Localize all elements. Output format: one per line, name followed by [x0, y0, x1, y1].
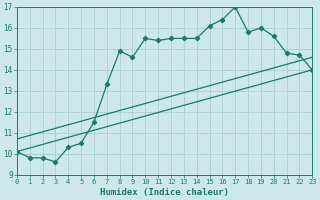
X-axis label: Humidex (Indice chaleur): Humidex (Indice chaleur) [100, 188, 229, 197]
